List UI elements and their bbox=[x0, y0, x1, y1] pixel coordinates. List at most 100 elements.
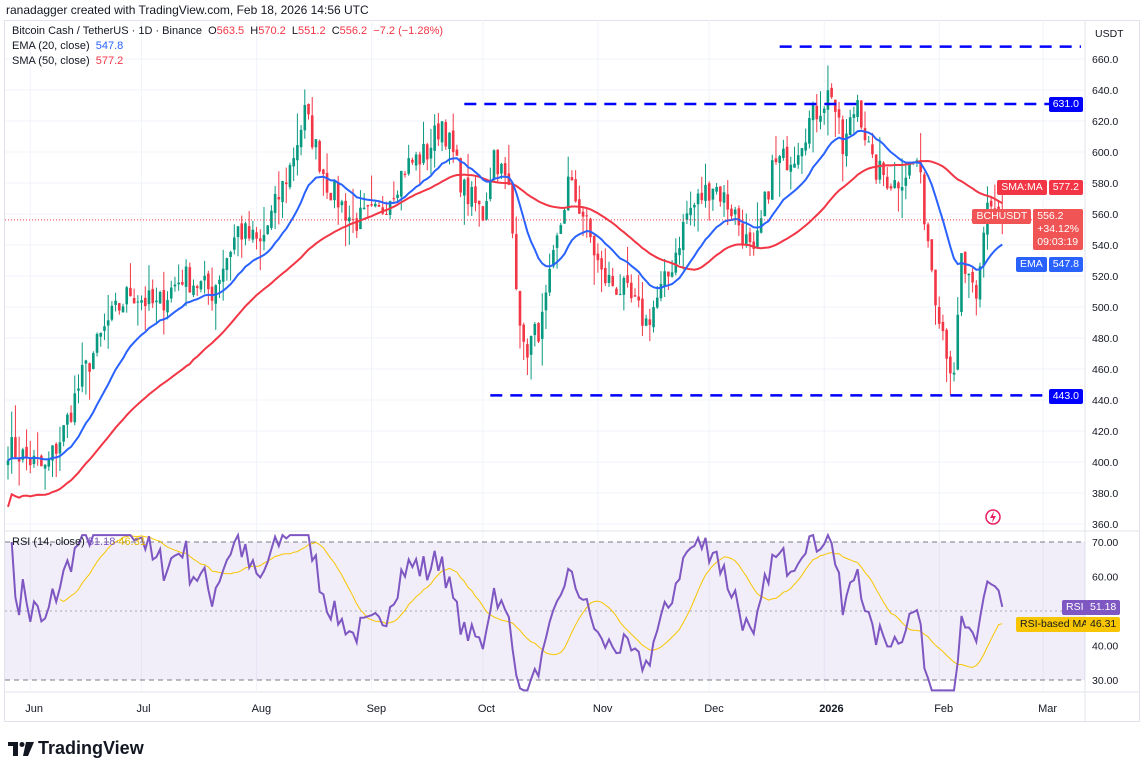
candle-body bbox=[118, 303, 121, 311]
candle-body bbox=[719, 186, 722, 202]
candle-body bbox=[800, 148, 804, 157]
candle-body bbox=[422, 143, 425, 164]
candle-body bbox=[882, 162, 885, 176]
sma-legend[interactable]: SMA (50, close) 577.2 bbox=[12, 54, 443, 69]
candle-body bbox=[752, 241, 756, 249]
candle-body bbox=[407, 158, 410, 174]
candle-body bbox=[722, 192, 726, 203]
candle-body bbox=[258, 238, 262, 242]
candle-body bbox=[181, 282, 184, 285]
candle-body bbox=[433, 125, 436, 151]
candle-body bbox=[229, 251, 232, 258]
candle-body bbox=[674, 252, 678, 273]
tradingview-logo[interactable]: TradingView bbox=[8, 738, 144, 759]
candle-body bbox=[299, 129, 303, 148]
candle-body bbox=[596, 253, 600, 261]
candle-body bbox=[95, 333, 99, 353]
candle-body bbox=[982, 232, 986, 266]
candle-body bbox=[451, 130, 455, 153]
candle-body bbox=[314, 139, 318, 148]
sma-axis-tag: 577.2 bbox=[1048, 180, 1083, 195]
time-tick-label: Oct bbox=[478, 703, 495, 715]
chart-frame bbox=[4, 20, 1140, 722]
price-tick-label: 640.0 bbox=[1092, 85, 1118, 97]
tradingview-logo-icon bbox=[8, 741, 34, 756]
candle-body bbox=[756, 230, 759, 247]
time-tick-label: Dec bbox=[704, 703, 724, 715]
candle-body bbox=[785, 146, 789, 171]
candle-body bbox=[552, 250, 555, 267]
ema-label: EMA (20, close) bbox=[12, 40, 90, 52]
candle-body bbox=[40, 455, 43, 467]
candle-body bbox=[58, 442, 62, 454]
candle-body bbox=[429, 147, 433, 159]
candle-body bbox=[444, 121, 448, 147]
candle-body bbox=[440, 121, 444, 143]
sma-line bbox=[7, 159, 1003, 508]
ema-axis-row: EMA 547.8 bbox=[1015, 257, 1083, 272]
candle-body bbox=[403, 173, 407, 175]
candle-body bbox=[155, 300, 158, 303]
rsi-legend[interactable]: RSI (14, close) 51.18 46.31 bbox=[12, 536, 146, 548]
candle-body bbox=[485, 201, 488, 220]
candle-body bbox=[685, 213, 689, 220]
candle-body bbox=[132, 298, 136, 304]
candle-body bbox=[919, 162, 922, 173]
candle-body bbox=[344, 200, 347, 221]
open-label: O bbox=[208, 25, 217, 37]
candle-body bbox=[266, 225, 269, 235]
candle-body bbox=[570, 177, 574, 181]
candle-body bbox=[867, 141, 871, 143]
time-tick-label: Jun bbox=[25, 703, 43, 715]
candle-body bbox=[244, 223, 247, 239]
price-tick-label: 460.0 bbox=[1092, 364, 1118, 376]
candle-body bbox=[707, 183, 711, 201]
price-tick-label: 520.0 bbox=[1092, 271, 1118, 283]
candle-body bbox=[463, 179, 466, 196]
high-label: H bbox=[250, 25, 259, 37]
candle-body bbox=[236, 226, 240, 238]
candle-body bbox=[303, 105, 307, 131]
candle-body bbox=[288, 165, 292, 188]
candle-body bbox=[822, 108, 826, 113]
price-axis-row: BCHUSDT 556.2 +34.12% 09:03:19 bbox=[972, 209, 1083, 250]
price-tick-label: 580.0 bbox=[1092, 178, 1118, 190]
candle-body bbox=[885, 176, 889, 189]
candle-body bbox=[69, 412, 73, 422]
candle-body bbox=[774, 158, 778, 163]
currency-label[interactable]: USDT bbox=[1095, 28, 1124, 40]
low-value: 551.2 bbox=[298, 25, 326, 37]
chart-legend: Bitcoin Cash / TetherUS · 1D · Binance O… bbox=[12, 24, 443, 69]
rsi-tick-label: 60.00 bbox=[1092, 572, 1118, 584]
candle-body bbox=[748, 232, 752, 243]
rsi-ma-line bbox=[59, 535, 1003, 668]
candle-body bbox=[585, 215, 589, 217]
candle-body bbox=[21, 449, 25, 460]
rsi-line bbox=[10, 531, 1004, 692]
candle-body bbox=[255, 232, 258, 239]
candle-body bbox=[778, 156, 781, 163]
candle-body bbox=[522, 324, 525, 342]
sma-value: 577.2 bbox=[95, 55, 124, 67]
candle-body bbox=[99, 332, 103, 337]
candle-body bbox=[418, 154, 422, 165]
candle-body bbox=[336, 181, 340, 208]
candle-body bbox=[796, 155, 800, 165]
candle-body bbox=[125, 287, 129, 305]
rsi-tick-label: 70.00 bbox=[1092, 537, 1118, 549]
candle-body bbox=[448, 132, 451, 149]
change-value: −7.2 (−1.28%) bbox=[373, 25, 444, 37]
rsi-ma-axis-tag-label: RSI-based MA bbox=[1016, 617, 1093, 632]
candle-body bbox=[600, 258, 603, 270]
price-tick-label: 400.0 bbox=[1092, 457, 1118, 469]
candle-body bbox=[292, 158, 295, 167]
ema-line bbox=[7, 129, 1003, 462]
candle-body bbox=[77, 388, 80, 391]
ema-legend[interactable]: EMA (20, close) 547.8 bbox=[12, 39, 443, 54]
candle-body bbox=[633, 295, 637, 297]
candle-body bbox=[477, 200, 481, 205]
candle-body bbox=[284, 182, 288, 185]
candle-body bbox=[693, 204, 696, 208]
candle-body bbox=[366, 205, 370, 207]
